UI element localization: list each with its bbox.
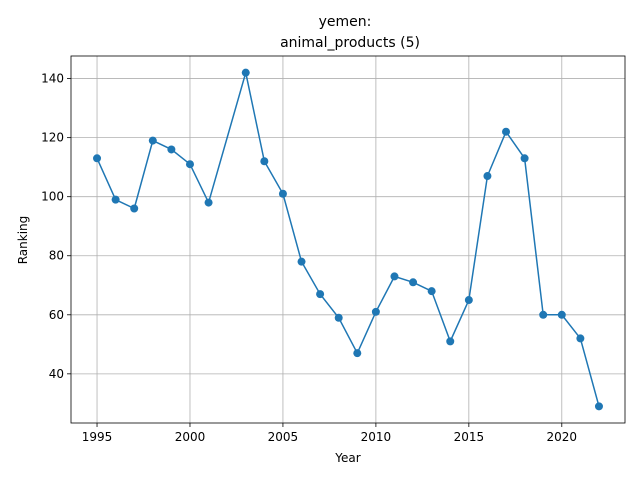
data-point — [483, 172, 492, 181]
y-tick-label: 120 — [41, 131, 64, 145]
data-point — [353, 349, 362, 358]
plot-frame — [70, 55, 626, 424]
x-tick-label: 2000 — [175, 430, 206, 444]
data-point — [167, 145, 176, 154]
data-point — [297, 257, 306, 266]
data-point — [148, 136, 157, 145]
data-point — [185, 160, 194, 169]
data-point — [130, 204, 139, 213]
data-point — [260, 157, 269, 166]
data-series — [93, 68, 603, 411]
x-tick-label: 1995 — [82, 430, 113, 444]
x-tick-label: 2020 — [547, 430, 578, 444]
data-point — [241, 68, 250, 77]
y-tick-label: 80 — [49, 249, 64, 263]
axis-ticks: 1995 2000 2005 2010 2015 2020 40 60 80 100 120 140 — [41, 72, 577, 444]
data-point — [446, 337, 455, 346]
data-point — [576, 334, 585, 343]
data-point — [278, 189, 287, 198]
y-tick-label: 100 — [41, 190, 64, 204]
y-axis-label: Ranking — [16, 216, 30, 265]
data-point — [316, 290, 325, 299]
x-tick-label: 2015 — [454, 430, 485, 444]
data-point — [93, 154, 102, 163]
data-point — [502, 127, 511, 136]
data-point — [334, 313, 343, 322]
data-point — [204, 198, 213, 207]
data-point — [464, 296, 473, 305]
chart-title-line1: yemen: — [319, 14, 372, 30]
chart-title-line2: animal_products (5) — [280, 35, 420, 51]
y-tick-label: 60 — [49, 308, 64, 322]
grid-lines — [71, 56, 625, 423]
data-point — [390, 272, 399, 281]
data-point — [557, 310, 566, 319]
data-point — [520, 154, 529, 163]
x-axis-label: Year — [334, 451, 360, 465]
data-point — [539, 310, 548, 319]
data-point — [594, 402, 603, 411]
y-tick-label: 140 — [41, 72, 64, 86]
data-point — [409, 278, 418, 287]
y-tick-label: 40 — [49, 367, 64, 381]
series-line — [96, 72, 600, 407]
x-tick-label: 2010 — [361, 430, 392, 444]
data-point — [111, 195, 120, 204]
data-point — [427, 287, 436, 296]
data-point — [371, 307, 380, 316]
x-tick-label: 2005 — [268, 430, 299, 444]
